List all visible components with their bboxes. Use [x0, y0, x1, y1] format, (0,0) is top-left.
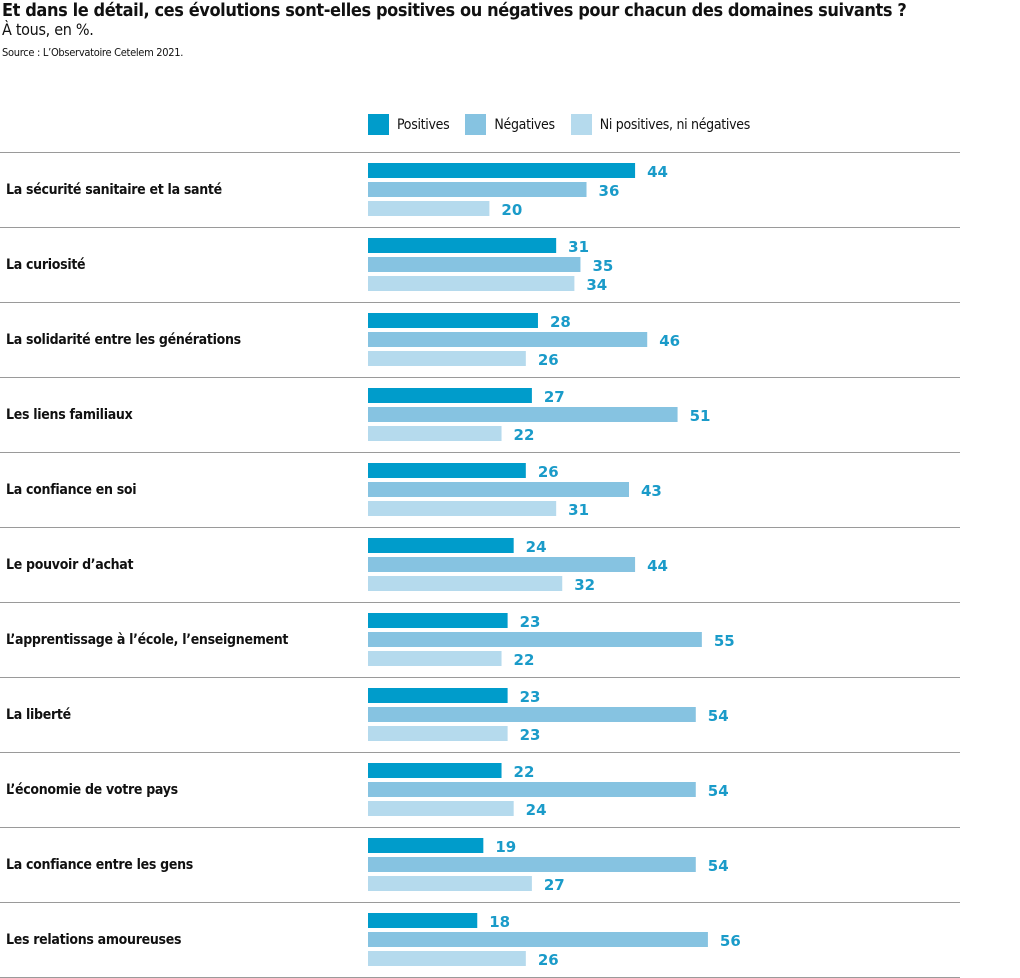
bar-negative — [368, 182, 587, 197]
bar-positive — [368, 463, 526, 478]
value-label: 55 — [714, 632, 735, 650]
value-label: 22 — [514, 763, 535, 781]
bar-neutral — [368, 501, 557, 516]
value-label: 54 — [708, 707, 729, 725]
value-label: 19 — [495, 838, 516, 856]
category-label: Les liens familiaux — [6, 407, 133, 423]
value-label: 28 — [550, 313, 571, 331]
bar-positive — [368, 388, 532, 403]
category-label: La liberté — [6, 707, 71, 723]
value-label: 51 — [690, 407, 711, 425]
value-label: 35 — [592, 257, 613, 275]
category-label: Les relations amoureuses — [6, 932, 181, 948]
value-label: 22 — [514, 651, 535, 669]
value-label: 23 — [520, 688, 541, 706]
value-label: 18 — [489, 913, 510, 931]
bar-positive — [368, 163, 636, 178]
legend-swatch — [368, 114, 389, 135]
value-label: 54 — [708, 857, 729, 875]
legend-item-positives: Positives — [368, 114, 450, 135]
value-label: 36 — [599, 182, 620, 200]
value-label: 24 — [526, 801, 547, 819]
value-label: 34 — [586, 276, 607, 294]
legend: Positives Négatives Ni positives, ni nég… — [368, 114, 750, 135]
legend-swatch — [570, 114, 592, 135]
bar-positive — [368, 763, 502, 778]
legend-label: Ni positives, ni négatives — [599, 116, 751, 133]
value-label: 20 — [501, 201, 522, 219]
legend-label: Positives — [397, 116, 450, 133]
legend-swatch — [465, 114, 487, 135]
value-label: 46 — [659, 332, 680, 350]
bar-negative — [368, 857, 696, 872]
bar-neutral — [368, 951, 526, 966]
bar-neutral — [368, 726, 508, 741]
bar-neutral — [368, 276, 575, 291]
bar-positive — [368, 913, 478, 928]
bar-negative — [368, 257, 581, 272]
value-label: 32 — [574, 576, 595, 594]
bar-negative — [368, 782, 696, 797]
bar-negative — [368, 332, 648, 347]
bar-negative — [368, 482, 630, 497]
value-label: 22 — [514, 426, 535, 444]
category-label: La confiance en soi — [6, 482, 136, 498]
value-label: 26 — [538, 351, 559, 369]
bar-positive — [368, 313, 538, 328]
bar-negative — [368, 557, 636, 572]
bar-positive — [368, 238, 557, 253]
bar-positive — [368, 538, 514, 553]
value-label: 27 — [544, 388, 565, 406]
category-label: La curiosité — [6, 257, 85, 273]
bar-neutral — [368, 801, 514, 816]
value-label: 43 — [641, 482, 662, 500]
bar-positive — [368, 838, 484, 853]
legend-item-negatives: Négatives — [465, 114, 555, 135]
bar-neutral — [368, 351, 526, 366]
chart-subtitle: À tous, en %. — [2, 20, 94, 39]
bar-neutral — [368, 651, 502, 666]
value-label: 23 — [520, 613, 541, 631]
bar-neutral — [368, 201, 490, 216]
value-label: 24 — [526, 538, 547, 556]
value-label: 26 — [538, 463, 559, 481]
bar-negative — [368, 632, 702, 647]
value-label: 44 — [647, 163, 668, 181]
value-label: 56 — [720, 932, 741, 950]
value-label: 26 — [538, 951, 559, 969]
chart-title: Et dans le détail, ces évolutions sont-e… — [2, 0, 907, 21]
legend-item-neutral: Ni positives, ni négatives — [570, 114, 751, 135]
value-label: 54 — [708, 782, 729, 800]
category-label: L’apprentissage à l’école, l’enseignemen… — [6, 632, 288, 648]
bar-neutral — [368, 876, 532, 891]
bar-neutral — [368, 426, 502, 441]
chart-source: Source : L’Observatoire Cetelem 2021. — [2, 46, 184, 59]
category-label: L’économie de votre pays — [6, 782, 178, 798]
bar-positive — [368, 688, 508, 703]
bar-positive — [368, 613, 508, 628]
category-label: La sécurité sanitaire et la santé — [6, 182, 222, 198]
value-label: 31 — [568, 501, 589, 519]
category-label: La solidarité entre les générations — [6, 332, 241, 348]
bar-negative — [368, 932, 708, 947]
bar-negative — [368, 407, 678, 422]
category-label: La confiance entre les gens — [6, 857, 193, 873]
bar-neutral — [368, 576, 563, 591]
value-label: 31 — [568, 238, 589, 256]
category-label: Le pouvoir d’achat — [6, 557, 133, 573]
value-label: 44 — [647, 557, 668, 575]
value-label: 27 — [544, 876, 565, 894]
value-label: 23 — [520, 726, 541, 744]
bar-negative — [368, 707, 696, 722]
legend-label: Négatives — [494, 116, 555, 133]
